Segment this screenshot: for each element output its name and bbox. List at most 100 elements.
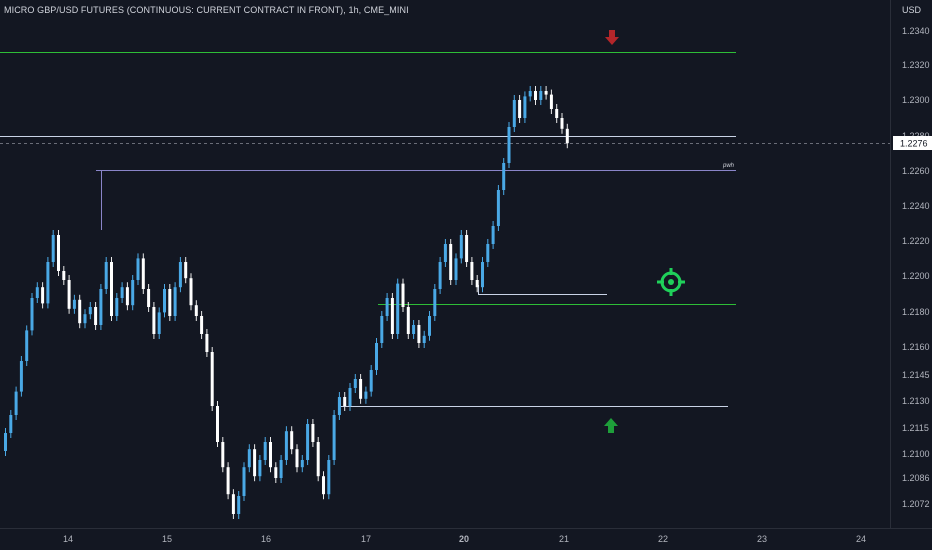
candle bbox=[306, 424, 310, 460]
candle bbox=[62, 271, 66, 280]
price-tick: 1.2240 bbox=[902, 201, 930, 211]
candle bbox=[157, 312, 161, 334]
price-tick: 1.2130 bbox=[902, 396, 930, 406]
candle bbox=[486, 244, 490, 262]
time-tick: 16 bbox=[261, 534, 271, 544]
candle bbox=[205, 334, 209, 352]
candle bbox=[51, 235, 55, 262]
candle bbox=[221, 442, 225, 468]
candle bbox=[555, 109, 559, 118]
candle bbox=[115, 298, 119, 316]
candle bbox=[311, 424, 315, 442]
candle bbox=[78, 299, 82, 324]
candle bbox=[125, 287, 129, 306]
candle bbox=[443, 244, 447, 262]
candle bbox=[178, 262, 182, 288]
time-tick: 21 bbox=[559, 534, 569, 544]
candle bbox=[300, 460, 304, 468]
pwh-label: pwh bbox=[722, 163, 735, 169]
time-tick: 15 bbox=[162, 534, 172, 544]
candle bbox=[369, 370, 373, 392]
candle bbox=[406, 307, 410, 334]
candle bbox=[147, 289, 151, 307]
candle bbox=[465, 235, 469, 262]
candle bbox=[253, 449, 257, 477]
candle bbox=[136, 258, 140, 280]
time-tick: 14 bbox=[63, 534, 73, 544]
candle bbox=[565, 128, 569, 144]
candle bbox=[163, 289, 166, 313]
candle bbox=[417, 325, 421, 343]
price-axis[interactable]: 1.23401.23201.23001.22801.22601.22401.22… bbox=[902, 26, 930, 509]
candle bbox=[152, 307, 156, 334]
candle bbox=[247, 449, 251, 468]
candle bbox=[168, 289, 172, 316]
candle bbox=[491, 226, 495, 244]
candle bbox=[507, 127, 511, 163]
candle bbox=[380, 316, 384, 343]
candle bbox=[385, 298, 389, 316]
arrow-down-icon[interactable] bbox=[605, 30, 619, 45]
price-tick: 1.2320 bbox=[902, 60, 930, 70]
candle bbox=[337, 397, 341, 415]
candle bbox=[72, 299, 76, 309]
target-icon[interactable] bbox=[657, 268, 685, 296]
candle bbox=[449, 244, 453, 280]
arrow-up-icon[interactable] bbox=[604, 418, 618, 433]
price-tick: 1.2100 bbox=[902, 449, 930, 459]
time-tick: 23 bbox=[757, 534, 767, 544]
candle bbox=[438, 262, 442, 289]
candle bbox=[194, 305, 198, 316]
candle bbox=[534, 91, 537, 100]
candle bbox=[269, 442, 272, 468]
candle bbox=[67, 280, 71, 309]
price-tick: 1.2145 bbox=[902, 370, 930, 380]
candle bbox=[30, 298, 34, 331]
candle bbox=[560, 118, 564, 129]
candle bbox=[316, 442, 320, 477]
candle bbox=[279, 460, 283, 478]
candle bbox=[348, 388, 352, 406]
price-tick: 1.2086 bbox=[902, 473, 930, 483]
candle bbox=[496, 190, 500, 226]
candle bbox=[83, 314, 87, 324]
candle bbox=[327, 460, 331, 495]
last-price-label: 1.2276 bbox=[900, 139, 928, 149]
candle bbox=[57, 235, 60, 271]
candle bbox=[110, 262, 113, 316]
price-tick: 1.2200 bbox=[902, 271, 930, 281]
candle bbox=[544, 91, 548, 95]
candle bbox=[263, 442, 267, 460]
candle bbox=[94, 307, 98, 325]
time-tick: 22 bbox=[658, 534, 668, 544]
candle bbox=[396, 283, 400, 334]
candle bbox=[343, 397, 347, 406]
candle bbox=[359, 379, 363, 399]
candle bbox=[41, 287, 45, 304]
time-axis[interactable]: 14 15 16 17 20 21 22 23 24 bbox=[63, 534, 866, 544]
candle bbox=[364, 391, 368, 399]
candle bbox=[216, 406, 219, 442]
candle bbox=[353, 379, 357, 388]
candle bbox=[459, 235, 463, 259]
candle bbox=[284, 431, 288, 460]
candle bbox=[120, 287, 124, 298]
candle bbox=[481, 262, 484, 288]
candle bbox=[470, 262, 474, 280]
candle bbox=[523, 96, 527, 118]
candle bbox=[290, 431, 294, 450]
price-tick: 1.2220 bbox=[902, 236, 930, 246]
candle bbox=[184, 262, 188, 279]
candle bbox=[528, 91, 532, 97]
candle bbox=[401, 283, 405, 307]
candle bbox=[210, 352, 214, 406]
candle bbox=[35, 287, 39, 298]
chart-title: MICRO GBP/USD FUTURES (CONTINUOUS: CURRE… bbox=[4, 5, 409, 15]
candle bbox=[512, 100, 516, 127]
candle bbox=[454, 258, 458, 280]
price-tick: 1.2072 bbox=[902, 499, 930, 509]
price-tick: 1.2180 bbox=[902, 307, 930, 317]
candle bbox=[4, 433, 7, 451]
candle bbox=[19, 361, 23, 392]
